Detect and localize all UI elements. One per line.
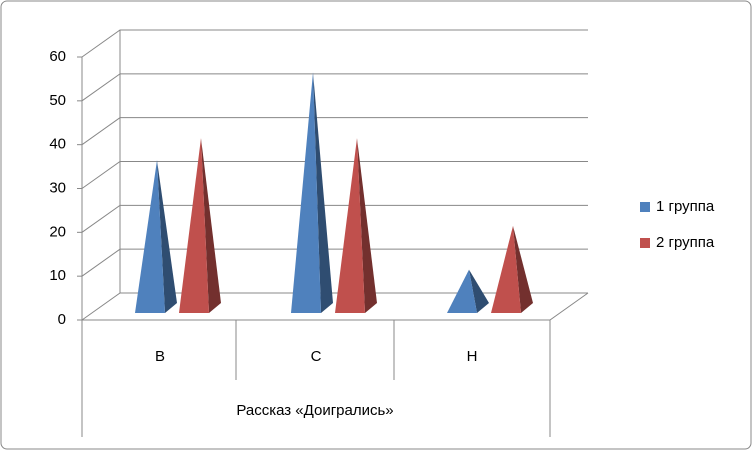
pyramid-side: [157, 160, 177, 313]
y-tick-label: 20: [49, 223, 66, 240]
y-tick-label: 10: [49, 267, 66, 284]
grid-line: [81, 29, 588, 58]
x-tick-label: Н: [467, 348, 478, 365]
pyramid: [135, 160, 177, 313]
pyramid-face: [135, 160, 165, 313]
pyramid-side: [513, 225, 533, 313]
grid-line: [81, 292, 588, 321]
pyramid-face: [447, 269, 477, 313]
pyramid: [447, 269, 489, 313]
y-tick-label: 60: [49, 48, 66, 65]
grid-line: [81, 73, 588, 102]
pyramid: [491, 225, 533, 313]
y-tick-label: 0: [58, 311, 66, 328]
pyramid-face: [335, 138, 365, 313]
y-tick-label: 50: [49, 92, 66, 109]
y-tick-label: 40: [49, 136, 66, 153]
legend-label: 1 группа: [656, 198, 715, 215]
pyramid-face: [291, 72, 321, 314]
grid-line: [81, 161, 588, 189]
grid-line: [81, 204, 588, 233]
pyramid-side: [313, 72, 333, 314]
pyramid-face: [491, 225, 521, 313]
y-tick-label: 30: [49, 179, 66, 196]
pyramid: [179, 138, 221, 313]
pyramid-side: [469, 269, 489, 313]
floor: [82, 292, 589, 321]
legend-label: 2 группа: [656, 234, 715, 251]
pyramid-side: [201, 138, 221, 313]
x-tick-label: С: [311, 348, 322, 365]
legend-swatch: [640, 238, 650, 248]
grid-line: [81, 117, 588, 146]
x-axis-title: Рассказ «Доигрались»: [236, 402, 393, 419]
x-tick-label: В: [155, 348, 165, 365]
grid-line: [81, 248, 588, 277]
pyramid: [291, 72, 333, 314]
legend-swatch: [640, 202, 650, 212]
pyramid-side: [357, 138, 377, 313]
pyramid-face: [179, 138, 209, 313]
pyramid: [335, 138, 377, 313]
